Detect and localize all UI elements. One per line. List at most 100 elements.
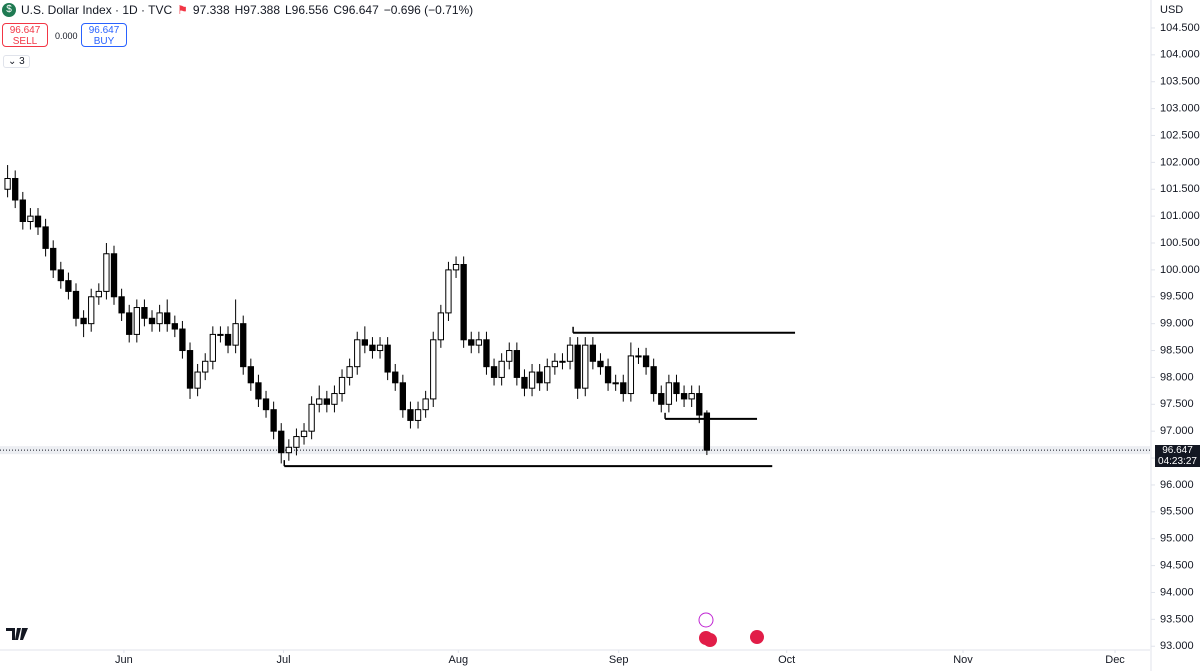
candle-body (262, 398, 270, 411)
y-tick-label: 93.500 (1160, 613, 1194, 625)
candle-body (559, 360, 566, 363)
candle-body (475, 339, 483, 346)
candle-body (308, 403, 315, 432)
candle-body (27, 215, 34, 223)
candle-body (384, 344, 391, 373)
candle-body (133, 307, 140, 335)
y-tick-label: 103.500 (1160, 76, 1200, 88)
candle-body (171, 323, 178, 330)
spread: 0.000 (55, 31, 78, 41)
candle-body (407, 409, 414, 421)
indicator-count: 3 (19, 56, 25, 67)
y-tick-label: 97.500 (1160, 398, 1194, 410)
candle-body (72, 290, 80, 319)
x-tick-label: Jul (276, 654, 290, 666)
candle-body (635, 355, 642, 358)
candle-body (65, 280, 72, 292)
candle-body (551, 360, 559, 368)
y-tick-label: 96.000 (1160, 479, 1194, 491)
y-tick-label: 104.500 (1160, 22, 1200, 34)
candle-body (392, 371, 399, 384)
candle-body (156, 312, 163, 325)
candle-body (612, 382, 619, 385)
candle-body (270, 409, 277, 432)
symbol-logo: $ (2, 3, 16, 17)
candle-body (452, 264, 460, 271)
indicator-toggle[interactable]: ⌄ 3 (3, 55, 30, 68)
buy-label: BUY (93, 36, 115, 47)
candle-body (126, 312, 133, 335)
y-tick-label: 104.000 (1160, 49, 1200, 61)
sell-button[interactable]: 96.647 SELL (2, 23, 48, 47)
candle-body (680, 393, 688, 400)
flag[interactable]: ⚑ (177, 3, 188, 17)
last-price-band (0, 446, 1150, 455)
buy-price: 96.647 (88, 25, 120, 36)
currency[interactable]: USD (1160, 4, 1184, 16)
countdown: 04:23:27 (1158, 456, 1197, 468)
ohlc-close: C96.647 (333, 3, 379, 17)
candle-body (513, 350, 521, 378)
candle-body (650, 366, 657, 395)
candle-body (361, 339, 368, 346)
candle-body (399, 382, 407, 411)
candle-body (232, 323, 239, 346)
candle-body (627, 355, 635, 395)
y-tick-label: 94.000 (1160, 586, 1194, 598)
candle-body (582, 344, 589, 389)
candle-body (95, 290, 102, 298)
candle-body (498, 360, 505, 378)
candle-body (12, 177, 19, 201)
candle-body (589, 344, 597, 362)
candle-body (445, 269, 452, 314)
candle-body (209, 333, 216, 362)
candle-body (57, 269, 64, 282)
sell-price: 96.647 (9, 25, 41, 36)
candle-body (300, 430, 308, 438)
tv-logo (6, 628, 28, 640)
ohlc-open: 97.338 (192, 3, 230, 17)
candle-body (673, 382, 680, 395)
candle-body (460, 264, 467, 341)
y-tick-label: 98.000 (1160, 371, 1194, 383)
symbol-header[interactable]: $ U.S. Dollar Index · 1D · TVC ⚑ 97.338 H97.… (2, 3, 474, 17)
candle-body (141, 307, 148, 319)
candle-body (696, 393, 703, 416)
candle-body (202, 360, 209, 373)
last-price-tag: 96.647 04:23:27 (1155, 445, 1200, 468)
candle-body (19, 199, 26, 223)
candle-body (331, 393, 338, 405)
candle-body (642, 355, 650, 368)
candle-body (88, 296, 95, 325)
candle-body (703, 412, 711, 451)
candle-body (506, 350, 513, 362)
candle-body (528, 371, 536, 389)
buy-button[interactable]: 96.647 BUY (81, 23, 127, 47)
candle-body (164, 312, 171, 325)
candle-body (118, 296, 125, 314)
candle-body (620, 382, 627, 395)
candle-body (80, 317, 87, 325)
candle-body (323, 398, 330, 405)
candle-body (217, 333, 224, 336)
candle-body (278, 430, 285, 454)
candle-body (354, 339, 361, 368)
y-tick-label: 95.500 (1160, 506, 1194, 518)
ohlc-low: L96.556 (285, 3, 329, 17)
candle-body (186, 350, 194, 389)
ohlc-high: H97.388 (234, 3, 280, 17)
x-tick-label: Sep (609, 654, 629, 666)
candle-body (316, 398, 323, 405)
candle-body (255, 382, 262, 400)
x-tick-label: Aug (449, 654, 469, 666)
y-tick-label: 98.500 (1160, 344, 1194, 356)
y-tick-label: 97.000 (1160, 425, 1194, 437)
candle-body (42, 226, 49, 249)
candle-body (338, 376, 346, 395)
event-icons (698, 612, 764, 647)
candle-body (34, 215, 42, 228)
candle-body (194, 371, 201, 389)
x-tick-label: Nov (953, 654, 973, 666)
symbol[interactable]: U.S. Dollar Index · 1D · TVC (21, 3, 173, 17)
